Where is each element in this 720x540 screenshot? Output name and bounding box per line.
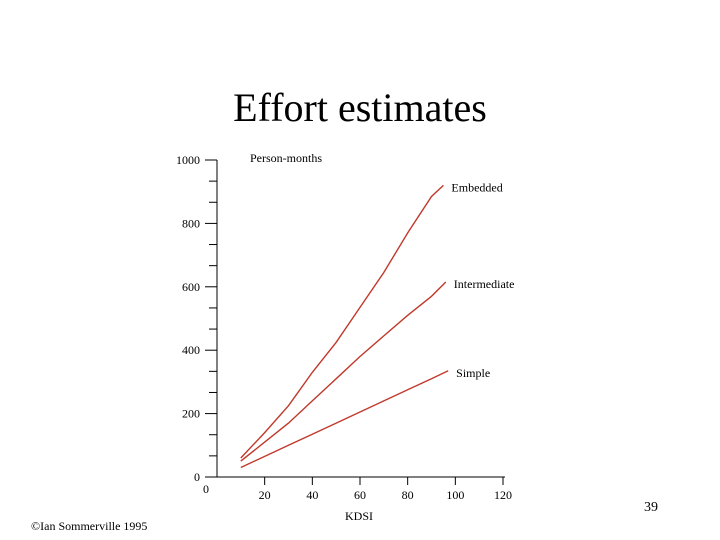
series-label-simple: Simple [456, 366, 490, 380]
y-axis-label: Person-months [250, 151, 322, 165]
series-line-embedded [240, 184, 444, 459]
y-tick-label: 0 [194, 470, 200, 484]
x-tick-label: 60 [354, 488, 366, 502]
y-tick-label: 1000 [176, 153, 200, 167]
series-line-intermediate [240, 281, 447, 462]
series-label-embedded: Embedded [451, 180, 502, 194]
x-origin-label: 0 [203, 482, 209, 496]
y-tick-label: 400 [182, 343, 200, 357]
footer-credit: ©Ian Sommerville 1995 [31, 519, 148, 533]
y-tick-label: 200 [182, 407, 200, 421]
axes [216, 160, 505, 478]
series-labels: Embedded Intermediate Simple [451, 180, 514, 379]
x-tick-label: 120 [494, 488, 512, 502]
series-line-simple [240, 370, 449, 469]
slide-number: 39 [644, 500, 658, 515]
y-ticks: 0 200 400 600 800 1000 [176, 153, 217, 484]
y-tick-label: 600 [182, 280, 200, 294]
x-tick-label: 40 [306, 488, 318, 502]
x-tick-label: 80 [402, 488, 414, 502]
x-tick-label: 20 [259, 488, 271, 502]
y-tick-label: 800 [182, 216, 200, 230]
series-label-intermediate: Intermediate [454, 277, 515, 291]
slide-title: Effort estimates [233, 85, 487, 130]
x-tick-label: 100 [446, 488, 464, 502]
series-lines [240, 184, 449, 469]
x-ticks: 20 40 60 80 100 120 [259, 477, 512, 502]
x-axis-label: KDSI [345, 509, 373, 523]
